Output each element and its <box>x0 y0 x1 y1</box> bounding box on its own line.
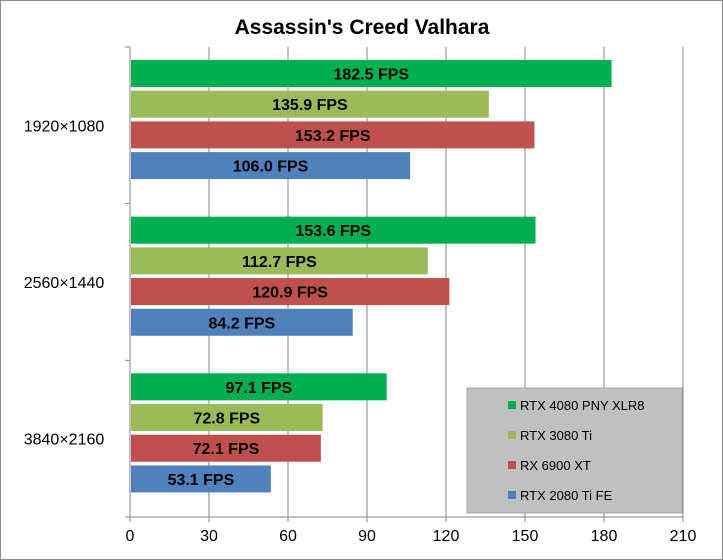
bar <box>131 90 489 118</box>
data-label: 72.8 FPS <box>194 411 261 428</box>
x-tick-label: 90 <box>358 528 376 545</box>
legend-swatch <box>508 461 516 469</box>
legend-label: RX 6900 XT <box>520 458 591 473</box>
x-tick-label: 150 <box>512 528 539 545</box>
data-label: 72.1 FPS <box>193 441 260 458</box>
legend-swatch <box>508 491 516 499</box>
legend: RTX 4080 PNY XLR8 RTX 3080 Ti RX 6900 XT RT… <box>466 387 683 514</box>
legend-label: RTX 2080 Ti FE <box>520 488 613 503</box>
bar <box>131 60 612 87</box>
bar <box>131 152 411 180</box>
legend-swatch <box>508 431 516 439</box>
data-label: 120.9 FPS <box>252 285 328 302</box>
data-label: 84.2 FPS <box>209 315 276 332</box>
bars: 182.5 FPS 135.9 FPS 153.2 FPS 106.0 FPS 153.… <box>131 60 612 493</box>
bar <box>131 121 535 149</box>
axes: 0 30 60 90 120 150 180 210 1920×1080 2560×1440 384… <box>24 46 697 545</box>
category-label: 2560×1440 <box>24 275 105 292</box>
x-tick-label: 210 <box>670 528 697 545</box>
bar <box>131 308 353 336</box>
x-tick-label: 180 <box>591 528 618 545</box>
bar <box>131 465 271 493</box>
bar <box>131 247 428 275</box>
data-label: 97.1 FPS <box>225 380 292 397</box>
data-label: 53.1 FPS <box>168 472 235 489</box>
data-label: 182.5 FPS <box>333 67 409 84</box>
legend-box <box>466 387 683 514</box>
legend-swatch <box>508 401 516 409</box>
bar <box>131 216 536 244</box>
bar <box>131 373 387 401</box>
chart-title: Assassin's Creed Valhara <box>235 16 490 39</box>
bar <box>131 278 450 306</box>
category-label: 1920×1080 <box>24 118 105 135</box>
legend-label: RTX 4080 PNY XLR8 <box>520 398 645 413</box>
data-label: 112.7 FPS <box>242 254 317 271</box>
data-label: 153.6 FPS <box>295 223 371 240</box>
x-tick-label: 0 <box>126 528 135 545</box>
data-label: 135.9 FPS <box>272 97 348 114</box>
x-tick-label: 120 <box>433 528 460 545</box>
bar <box>131 404 323 432</box>
data-label: 153.2 FPS <box>295 128 371 145</box>
data-label: 106.0 FPS <box>233 159 309 176</box>
x-tick-label: 30 <box>200 528 218 545</box>
x-tick-label: 60 <box>279 528 297 545</box>
category-label: 3840×2160 <box>24 432 105 449</box>
bar <box>131 434 321 462</box>
legend-label: RTX 3080 Ti <box>520 428 592 443</box>
